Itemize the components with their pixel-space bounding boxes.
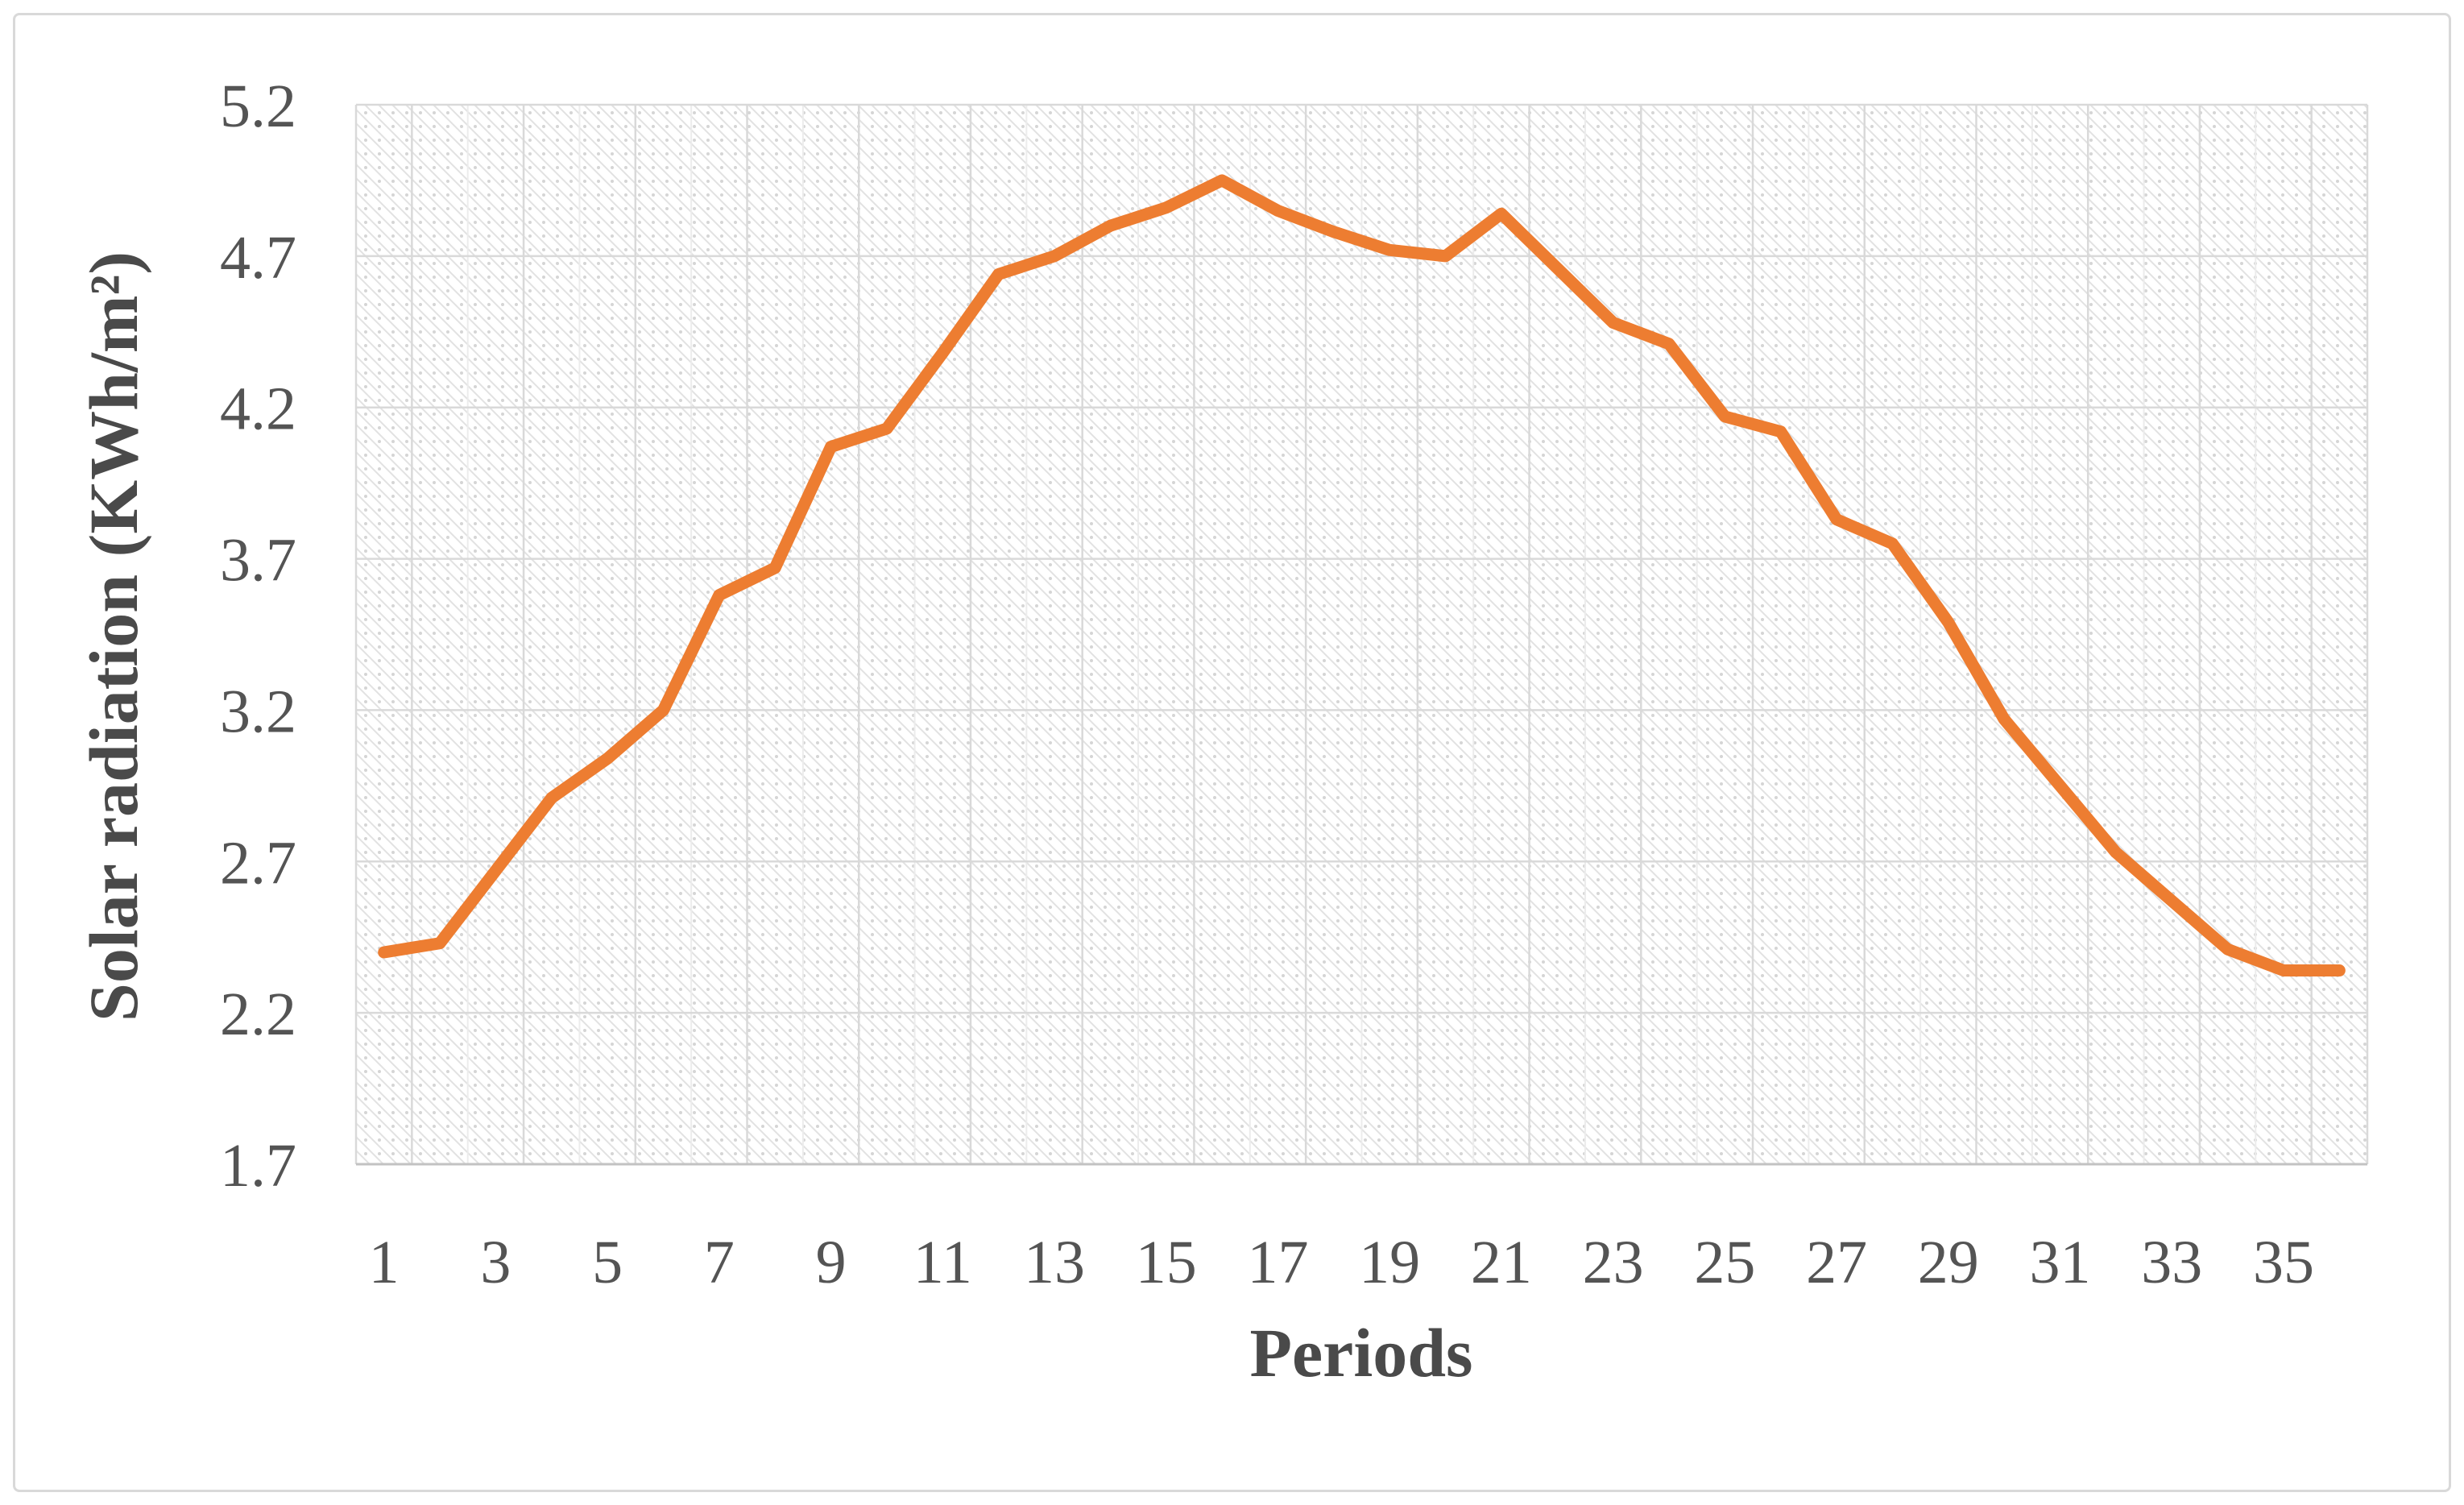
y-tick-label: 3.7 — [220, 527, 296, 595]
y-tick-label: 5.2 — [220, 73, 296, 140]
x-tick-label: 1 — [369, 1229, 400, 1296]
x-tick-label: 3 — [480, 1229, 511, 1296]
x-tick-label: 29 — [1918, 1229, 1979, 1296]
plot-area: 5.24.74.23.73.22.72.21.71 3 5 7 9 11 13 15 17 19 2… — [220, 73, 2369, 1296]
x-tick-label: 23 — [1583, 1229, 1644, 1296]
x-tick-label: 31 — [2030, 1229, 2091, 1296]
y-tick-label: 4.2 — [220, 375, 296, 443]
y-tick-label: 2.7 — [220, 829, 296, 897]
x-tick-label: 5 — [592, 1229, 623, 1296]
x-axis-title: Periods — [1249, 1314, 1472, 1391]
x-tick-label: 19 — [1359, 1229, 1420, 1296]
x-tick-label: 7 — [704, 1229, 735, 1296]
x-tick-label: 15 — [1136, 1229, 1197, 1296]
y-axis-title: Solar radiation (KWh/m²) — [75, 251, 152, 1022]
y-tick-label: 4.7 — [220, 224, 296, 292]
y-tick-label: 3.2 — [220, 678, 296, 745]
y-tick-label: 1.7 — [220, 1132, 296, 1200]
x-tick-label: 27 — [1806, 1229, 1867, 1296]
x-tick-label: 9 — [816, 1229, 847, 1296]
x-tick-label: 33 — [2141, 1229, 2202, 1296]
x-tick-label: 11 — [913, 1229, 972, 1296]
x-tick-label: 13 — [1024, 1229, 1085, 1296]
y-tick-label: 2.2 — [220, 981, 296, 1048]
x-tick-label: 35 — [2253, 1229, 2314, 1296]
x-tick-label: 21 — [1471, 1229, 1532, 1296]
x-tick-label: 25 — [1694, 1229, 1755, 1296]
series-line-solar-radiation — [378, 174, 2346, 977]
x-tick-label: 17 — [1247, 1229, 1308, 1296]
